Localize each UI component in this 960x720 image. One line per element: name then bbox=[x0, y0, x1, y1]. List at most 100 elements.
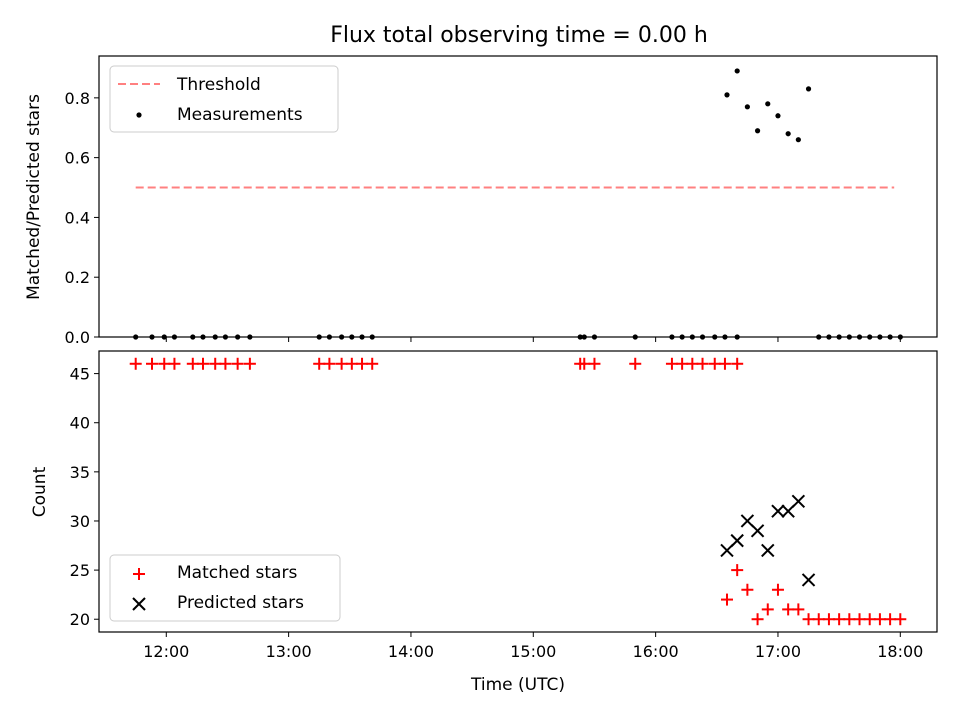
matched-stars-point bbox=[761, 603, 774, 616]
chart-title: Flux total observing time = 0.00 h bbox=[330, 23, 708, 48]
top-x-axis bbox=[165, 337, 901, 342]
bottom-axes-frame bbox=[98, 350, 938, 633]
bottom-y-axis-label: Count bbox=[30, 466, 50, 517]
matched-stars-point bbox=[771, 583, 784, 596]
bottom-x-tick-label: 15:00 bbox=[510, 642, 556, 661]
bottom-plot-area bbox=[129, 357, 907, 626]
matched-stars-point bbox=[853, 613, 866, 626]
predicted-stars-point bbox=[791, 494, 806, 509]
matched-stars-point bbox=[884, 613, 897, 626]
bottom-x-tick-label: 14:00 bbox=[388, 642, 434, 661]
matched-stars-point bbox=[629, 357, 642, 370]
measurements-point bbox=[805, 86, 812, 92]
matched-stars-point bbox=[802, 613, 815, 626]
predicted-stars-point bbox=[781, 504, 795, 518]
matched-stars-point bbox=[843, 613, 856, 626]
top-y-tick-label: 0.2 bbox=[65, 268, 90, 287]
bottom-x-tick-label: 17:00 bbox=[755, 642, 801, 661]
top-y-tick-label: 0.0 bbox=[65, 328, 90, 347]
matched-stars-point bbox=[129, 357, 142, 370]
matched-stars-point bbox=[209, 357, 222, 370]
matched-stars-point bbox=[313, 357, 326, 370]
bottom-x-tick-label: 16:00 bbox=[633, 642, 679, 661]
matched-stars-point bbox=[146, 357, 159, 370]
matched-stars-point bbox=[366, 357, 379, 370]
matched-stars-point bbox=[231, 357, 244, 370]
measurements-point bbox=[754, 128, 761, 134]
matched-stars-point bbox=[822, 613, 835, 626]
bottom-x-tick-label: 12:00 bbox=[143, 642, 189, 661]
matched-stars-point bbox=[186, 357, 199, 370]
bottom-y-axis: 20 25 30 35 40 45 bbox=[70, 365, 99, 629]
matched-stars-point bbox=[168, 357, 181, 370]
top-axes-frame bbox=[98, 55, 938, 338]
bottom-x-axis-label: Time (UTC) bbox=[470, 675, 565, 695]
bottom-y-tick-label: 25 bbox=[70, 561, 90, 580]
matched-stars-point bbox=[873, 613, 886, 626]
top-panel: 0.00.20.40.60.8 Matched/Predicted stars … bbox=[24, 55, 938, 347]
matched-stars-point bbox=[720, 593, 733, 606]
bottom-y-tick-label: 45 bbox=[70, 365, 90, 384]
predicted-stars-point bbox=[740, 514, 755, 528]
measurements-point bbox=[795, 137, 801, 143]
top-y-tick-label: 0.8 bbox=[65, 89, 90, 108]
bottom-y-tick-label: 35 bbox=[70, 463, 90, 482]
matched-stars-point bbox=[323, 357, 336, 370]
matched-stars-point bbox=[158, 357, 171, 370]
matched-stars-point bbox=[578, 357, 591, 370]
measurements-point bbox=[724, 92, 730, 98]
measurements-point bbox=[765, 101, 771, 107]
top-y-tick-label: 0.6 bbox=[65, 149, 90, 168]
measurements-legend-label: Measurements bbox=[177, 105, 303, 125]
bottom-y-tick-label: 40 bbox=[70, 414, 90, 433]
top-y-axis: 0.0 0.2 0.4 0.6 0.8 bbox=[65, 89, 99, 347]
predicted-stars-point bbox=[750, 524, 765, 538]
matched-stars-point bbox=[782, 603, 795, 616]
bottom-x-axis: 12:00 13:00 14:00 15:00 16:00 17:00 18:00 bbox=[143, 632, 923, 661]
bottom-legend: Matched stars Predicted stars bbox=[109, 554, 341, 622]
matched-stars-point bbox=[812, 613, 825, 626]
predicted-stars-point bbox=[801, 573, 816, 587]
matched-stars-point bbox=[751, 613, 764, 626]
matched-stars-point bbox=[588, 357, 601, 370]
matched-stars-point bbox=[718, 357, 731, 370]
measurements-point bbox=[785, 131, 791, 137]
matched-stars-point bbox=[731, 357, 744, 370]
measurements-point bbox=[734, 68, 740, 74]
predicted-stars-point bbox=[720, 543, 734, 558]
bottom-legend-frame bbox=[109, 554, 341, 622]
top-y-axis-label: Matched/Predicted stars bbox=[24, 94, 44, 300]
measurements-point bbox=[744, 104, 750, 110]
bottom-y-tick-label: 30 bbox=[70, 512, 90, 531]
measurements-legend-swatch bbox=[136, 112, 142, 118]
matched-stars-legend-swatch bbox=[133, 568, 145, 580]
matched-stars-point bbox=[792, 603, 805, 616]
bottom-x-tick-label: 13:00 bbox=[266, 642, 312, 661]
predicted-stars-legend-label: Predicted stars bbox=[177, 593, 304, 613]
matched-stars-point bbox=[894, 613, 907, 626]
matched-stars-point bbox=[676, 357, 689, 370]
top-legend-frame bbox=[109, 65, 339, 133]
matched-stars-point bbox=[345, 357, 358, 370]
bottom-panel: 20 25 30 35 40 45 12:00 13:00 14:00 15:00 16:00 17… bbox=[30, 350, 938, 695]
bottom-x-tick-label: 18:00 bbox=[877, 642, 923, 661]
predicted-stars-legend-swatch bbox=[132, 597, 146, 611]
matched-stars-point bbox=[833, 613, 846, 626]
matched-stars-point bbox=[708, 357, 721, 370]
matched-stars-point bbox=[196, 357, 209, 370]
threshold-legend-label: Threshold bbox=[176, 75, 261, 95]
matched-stars-point bbox=[665, 357, 678, 370]
bottom-y-tick-label: 20 bbox=[70, 610, 90, 629]
matched-stars-legend-label: Matched stars bbox=[177, 563, 297, 583]
top-y-tick-label: 0.4 bbox=[65, 208, 90, 227]
matched-stars-point bbox=[243, 357, 256, 370]
predicted-stars-point bbox=[771, 504, 785, 518]
matched-stars-point bbox=[356, 357, 369, 370]
matched-stars-point bbox=[335, 357, 348, 370]
matched-stars-point bbox=[863, 613, 876, 626]
matched-stars-point bbox=[686, 357, 699, 370]
matched-stars-point bbox=[731, 564, 744, 577]
top-legend: Threshold Measurements bbox=[109, 65, 339, 133]
matched-stars-point bbox=[219, 357, 232, 370]
